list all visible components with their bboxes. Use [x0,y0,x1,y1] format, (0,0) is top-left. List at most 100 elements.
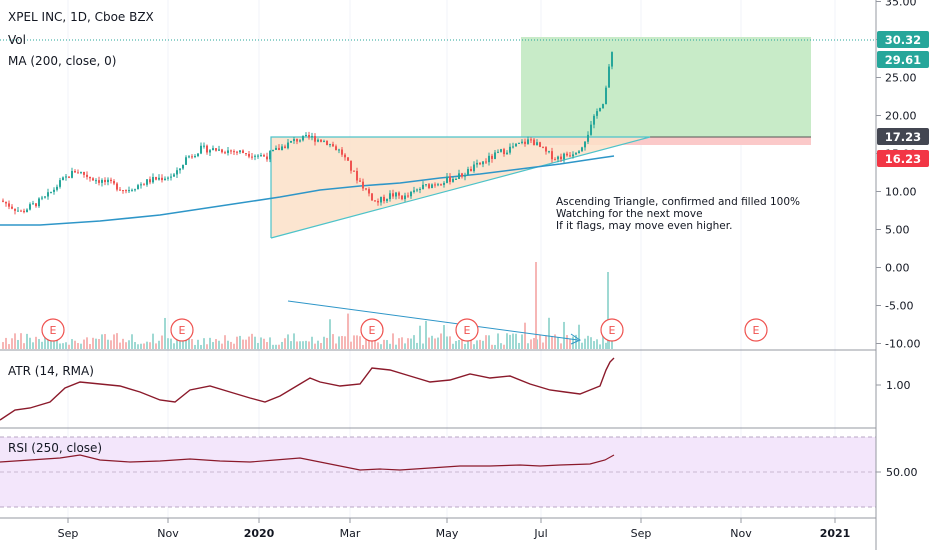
candle-body [326,140,328,145]
volume-bar [530,339,532,349]
volume-bar [344,336,346,349]
legend-ma[interactable]: MA (200, close, 0) [8,54,116,68]
candle-body [95,180,97,182]
volume-bar [257,342,259,349]
candle-body [89,176,91,179]
volume-bar [437,337,439,349]
earnings-marker-label[interactable]: E [464,324,471,337]
volume-bar [62,343,64,349]
earnings-marker-label[interactable]: E [753,324,760,337]
volume-bar [374,333,376,349]
candle-body [392,193,394,197]
volume-trend-arrowhead [570,333,582,345]
volume-bar [563,321,565,349]
candle-body [437,184,439,186]
candle-body [305,134,307,136]
volume-bar [188,338,190,349]
earnings-marker-circle[interactable] [170,318,194,342]
volume-bar [245,339,247,349]
earnings-marker-circle[interactable] [360,318,384,342]
candle-body [515,143,517,147]
volume-bar [134,341,136,349]
candle-body [173,174,175,177]
volume-bar [152,333,154,349]
volume-bar [332,334,334,349]
volume-bar [452,343,454,349]
earnings-marker-circle[interactable] [455,318,479,342]
candle-body [215,148,217,151]
earnings-marker-circle[interactable] [600,318,624,342]
candle-body [578,151,580,154]
candle-body [308,134,310,138]
volume-bar [347,313,349,349]
candle-body [41,197,43,199]
candle-body [122,190,124,192]
price-candles [2,51,613,215]
volume-bar [320,342,322,349]
volume-bar [107,339,109,349]
candle-body [455,178,457,180]
volume-bar [80,343,82,349]
candle-body [11,206,13,209]
volume-bar [35,336,37,349]
candle-body [353,170,355,172]
candle-body [86,174,88,177]
volume-bar [569,339,571,349]
candle-body [485,161,487,163]
candle-body [29,204,31,210]
volume-bar [302,341,304,349]
candle-body [281,146,283,151]
price-axis-bg[interactable] [876,0,932,550]
volume-bar [239,335,241,349]
candle-body [599,108,601,112]
volume-bar [110,340,112,349]
candle-body [560,156,562,160]
candle-body [479,162,481,165]
candle-body [338,149,340,151]
rsi-title[interactable]: RSI (250, close) [8,441,102,455]
volume-bar [233,343,235,349]
earnings-marker-label[interactable]: E [369,324,376,337]
atr-title[interactable]: ATR (14, RMA) [8,364,94,378]
volume-bar [95,338,97,349]
price-badge-16-23: 16.23 [877,150,929,167]
candle-body [26,209,28,213]
candle-body [32,203,34,205]
candle-body [218,149,220,151]
volume-bar [380,344,382,349]
volume-bar [428,337,430,349]
volume-bar [581,342,583,349]
volume-bar [395,344,397,349]
earnings-marker-label[interactable]: E [50,324,57,337]
volume-bar [59,343,61,349]
volume-bar [365,339,367,349]
volume-bar [593,341,595,349]
candle-body [494,152,496,159]
time-axis[interactable]: Sep Nov 2020 Mar May Jul Sep Nov 2021 [58,518,851,540]
earnings-marker-label[interactable]: E [179,324,186,337]
candle-body [374,200,376,202]
volume-bar [14,333,16,349]
candle-body [68,176,70,178]
volume-bar [518,342,520,349]
candle-body [200,145,202,154]
earnings-marker-circle[interactable] [744,318,768,342]
candle-body [590,124,592,135]
volume-bar [167,338,169,349]
candle-body [53,189,55,192]
volume-bar [467,337,469,349]
earnings-marker-label[interactable]: E [609,324,616,337]
volume-bar [23,343,25,349]
legend-volume[interactable]: Vol [8,33,26,47]
volume-bar [5,337,7,349]
candle-body [290,140,292,143]
candle-body [203,145,205,147]
volume-bar [392,333,394,349]
volume-bar [8,344,10,349]
price-tick-label: 35.00 [885,0,917,9]
candle-body [500,149,502,152]
volume-bar [284,338,286,349]
volume-bar [458,339,460,349]
earnings-marker-circle[interactable] [41,318,65,342]
